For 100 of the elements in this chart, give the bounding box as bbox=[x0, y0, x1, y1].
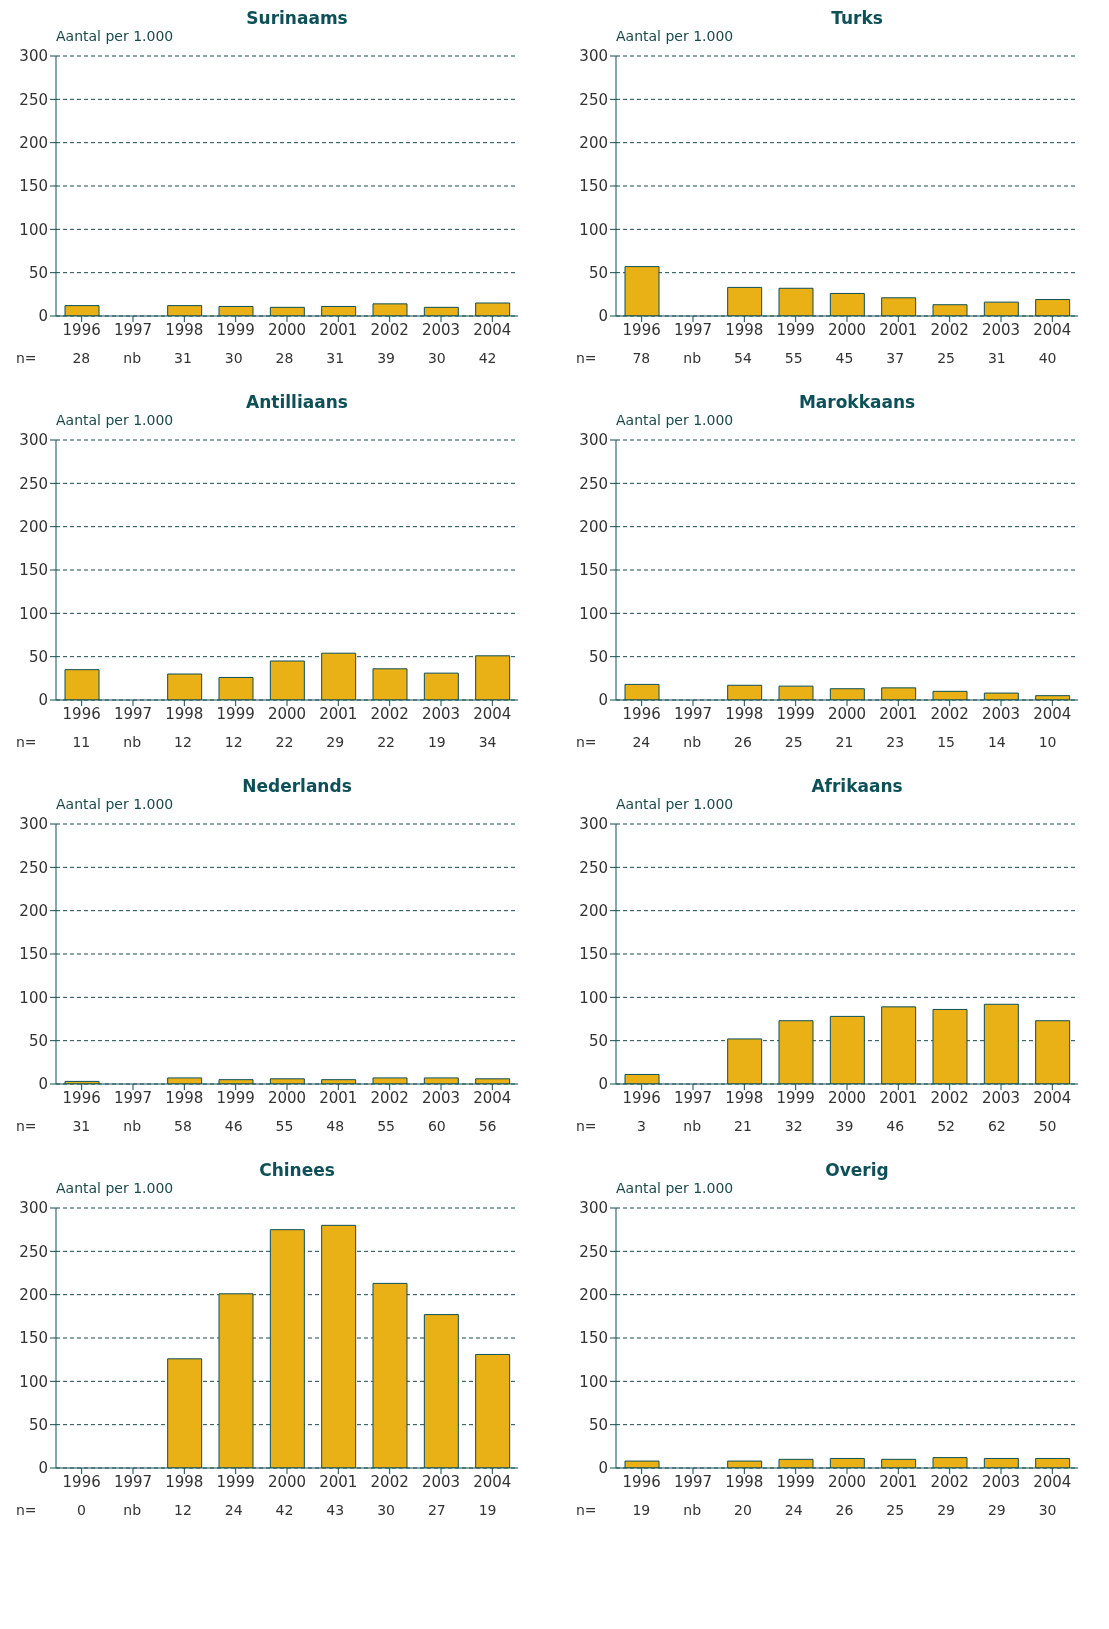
text: 22 bbox=[275, 734, 294, 750]
x-tick-label: 1997 bbox=[673, 1088, 713, 1107]
text: 21 bbox=[734, 1118, 752, 1134]
x-tick-label: 1998 bbox=[165, 1088, 204, 1107]
x-tick-label: 2003 bbox=[981, 1472, 1021, 1491]
x-tick-label: 2003 bbox=[421, 704, 461, 723]
y-axis-title: Aantal per 1.000 bbox=[615, 1180, 735, 1198]
text: 12 bbox=[224, 734, 243, 750]
text: nb bbox=[123, 1502, 142, 1518]
y-tick-label: 0 bbox=[598, 1459, 608, 1478]
text: 25 bbox=[784, 734, 803, 750]
y-tick-label: 150 bbox=[19, 561, 48, 580]
y-tick-label: 300 bbox=[579, 815, 608, 834]
text: 58 bbox=[174, 1118, 192, 1134]
text: 37 bbox=[886, 350, 905, 366]
y-tick-label: 150 bbox=[19, 1329, 48, 1348]
text: 55 bbox=[275, 1118, 294, 1134]
x-tick-label: 1998 bbox=[725, 704, 764, 723]
text: 15 bbox=[937, 734, 955, 750]
y-tick-label: 0 bbox=[38, 1075, 48, 1094]
x-tick-label: 1997 bbox=[673, 704, 713, 723]
text: 12 bbox=[174, 734, 192, 750]
x-tick-label: 1999 bbox=[216, 1088, 255, 1107]
x-tick-label: 2004 bbox=[1033, 704, 1072, 723]
x-tick-label: 2003 bbox=[421, 1472, 461, 1491]
text: nb bbox=[123, 1118, 142, 1134]
x-tick-label: 1997 bbox=[113, 320, 153, 339]
text: 29 bbox=[937, 1502, 955, 1518]
y-axis-title: Aantal per 1.000 bbox=[55, 412, 175, 430]
text: n= bbox=[16, 1502, 37, 1518]
y-tick-label: 200 bbox=[19, 133, 48, 152]
y-tick-label: 150 bbox=[579, 945, 608, 964]
text: 24 bbox=[632, 734, 651, 750]
y-tick-label: 100 bbox=[19, 1372, 48, 1391]
text: n= bbox=[16, 350, 37, 366]
text: 62 bbox=[987, 1118, 1006, 1134]
text: 32 bbox=[784, 1118, 803, 1134]
text: 19 bbox=[632, 1502, 651, 1518]
x-tick-label: 1997 bbox=[673, 320, 713, 339]
text: 42 bbox=[478, 350, 497, 366]
y-tick-label: 200 bbox=[19, 1285, 48, 1304]
x-tick-label: 2002 bbox=[370, 1088, 409, 1107]
y-tick-label: 250 bbox=[579, 90, 608, 109]
text: 52 bbox=[937, 1118, 955, 1134]
y-tick-label: 250 bbox=[19, 90, 48, 109]
y-tick-label: 0 bbox=[598, 1075, 608, 1094]
x-tick-label: 2004 bbox=[473, 1472, 512, 1491]
text: 28 bbox=[275, 350, 294, 366]
text: 34 bbox=[478, 734, 497, 750]
y-tick-label: 100 bbox=[579, 220, 608, 239]
x-tick-label: 1997 bbox=[113, 1472, 153, 1491]
y-tick-label: 50 bbox=[588, 647, 608, 666]
y-tick-label: 100 bbox=[579, 1372, 608, 1391]
y-tick-label: 200 bbox=[579, 517, 608, 536]
x-tick-label: 2004 bbox=[1033, 320, 1072, 339]
text: 46 bbox=[224, 1118, 243, 1134]
y-tick-label: 250 bbox=[19, 474, 48, 493]
text: 21 bbox=[835, 734, 854, 750]
y-tick-label: 200 bbox=[19, 901, 48, 920]
text: 29 bbox=[326, 734, 345, 750]
y-tick-label: 150 bbox=[579, 177, 608, 196]
y-tick-label: 50 bbox=[28, 263, 48, 282]
text: 42 bbox=[275, 1502, 294, 1518]
x-tick-label: 2003 bbox=[981, 704, 1021, 723]
text: 30 bbox=[224, 350, 243, 366]
x-tick-label: 2000 bbox=[827, 704, 867, 723]
x-tick-label: 2001 bbox=[879, 1472, 918, 1491]
chart-title: Marokkaans bbox=[797, 392, 917, 412]
x-tick-label: 1998 bbox=[165, 1472, 204, 1491]
x-tick-label: 1998 bbox=[165, 320, 204, 339]
y-tick-label: 250 bbox=[19, 1242, 48, 1261]
x-tick-label: 2002 bbox=[930, 1472, 969, 1491]
text: 78 bbox=[632, 350, 651, 366]
y-tick-label: 300 bbox=[19, 1199, 48, 1218]
text: 46 bbox=[886, 1118, 905, 1134]
x-tick-label: 1996 bbox=[622, 320, 661, 339]
x-tick-label: 2003 bbox=[981, 320, 1021, 339]
x-tick-label: 1996 bbox=[62, 1088, 101, 1107]
y-tick-label: 50 bbox=[588, 263, 608, 282]
y-tick-label: 300 bbox=[19, 431, 48, 450]
text: 0 bbox=[76, 1502, 86, 1518]
y-axis-title: Aantal per 1.000 bbox=[55, 28, 175, 46]
x-tick-label: 1996 bbox=[62, 704, 101, 723]
y-tick-label: 150 bbox=[19, 177, 48, 196]
text: nb bbox=[683, 350, 702, 366]
x-tick-label: 1996 bbox=[622, 1088, 661, 1107]
y-axis-title: Aantal per 1.000 bbox=[55, 796, 175, 814]
text: nb bbox=[683, 1502, 702, 1518]
x-tick-label: 2001 bbox=[879, 704, 918, 723]
x-tick-label: 1997 bbox=[113, 1088, 153, 1107]
text: 50 bbox=[1038, 1118, 1057, 1134]
y-tick-label: 200 bbox=[579, 901, 608, 920]
chart-title: Overig bbox=[824, 1160, 890, 1180]
chart-title: Antilliaans bbox=[245, 392, 349, 412]
y-tick-label: 250 bbox=[579, 1242, 608, 1261]
y-tick-label: 50 bbox=[588, 1031, 608, 1050]
y-axis-title: Aantal per 1.000 bbox=[615, 412, 735, 430]
x-tick-label: 2004 bbox=[1033, 1472, 1072, 1491]
y-tick-label: 150 bbox=[579, 1329, 608, 1348]
text: nb bbox=[683, 734, 702, 750]
